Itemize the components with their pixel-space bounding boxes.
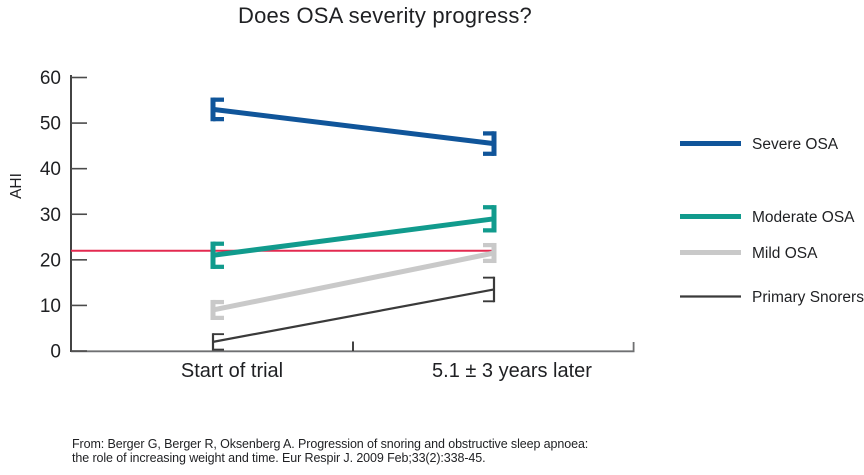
series-line-severe-osa — [212, 106, 495, 147]
y-tick-label-60: 60 — [40, 68, 61, 89]
legend: Severe OSA Moderate OSA Mild OSA Primary Sn… — [680, 136, 864, 306]
y-tick-label-30: 30 — [40, 205, 61, 226]
x-category-label-0: Start of trial — [181, 360, 283, 382]
series-primary-snorers — [211, 276, 496, 351]
legend-label-mild-osa: Mild OSA — [752, 245, 818, 262]
y-tick-label-40: 40 — [40, 159, 61, 180]
series-line-mild-osa — [212, 250, 495, 313]
y-tick-label-20: 20 — [40, 250, 61, 271]
y-tick-label-50: 50 — [40, 114, 61, 135]
legend-label-moderate-osa: Moderate OSA — [752, 209, 855, 226]
series-severe-osa — [210, 97, 497, 156]
citation-line-1: From: Berger G, Berger R, Oksenberg A. P… — [72, 437, 589, 451]
series-moderate-osa — [210, 205, 497, 269]
series-mild-osa — [210, 242, 497, 321]
y-tick-label-0: 0 — [50, 342, 61, 363]
series-line-moderate-osa — [212, 216, 495, 258]
citation: From: Berger G, Berger R, Oksenberg A. P… — [72, 437, 589, 465]
chart-title: Does OSA severity progress? — [238, 3, 532, 28]
x-category-label-1: 5.1 ± 3 years later — [432, 360, 592, 382]
legend-label-primary-snorers: Primary Snorers — [752, 289, 864, 306]
citation-line-2: the role of increasing weight and time. … — [72, 450, 486, 465]
series-line-primary-snorers — [212, 288, 495, 343]
legend-label-severe-osa: Severe OSA — [752, 136, 839, 153]
y-tick-label-10: 10 — [40, 296, 61, 317]
